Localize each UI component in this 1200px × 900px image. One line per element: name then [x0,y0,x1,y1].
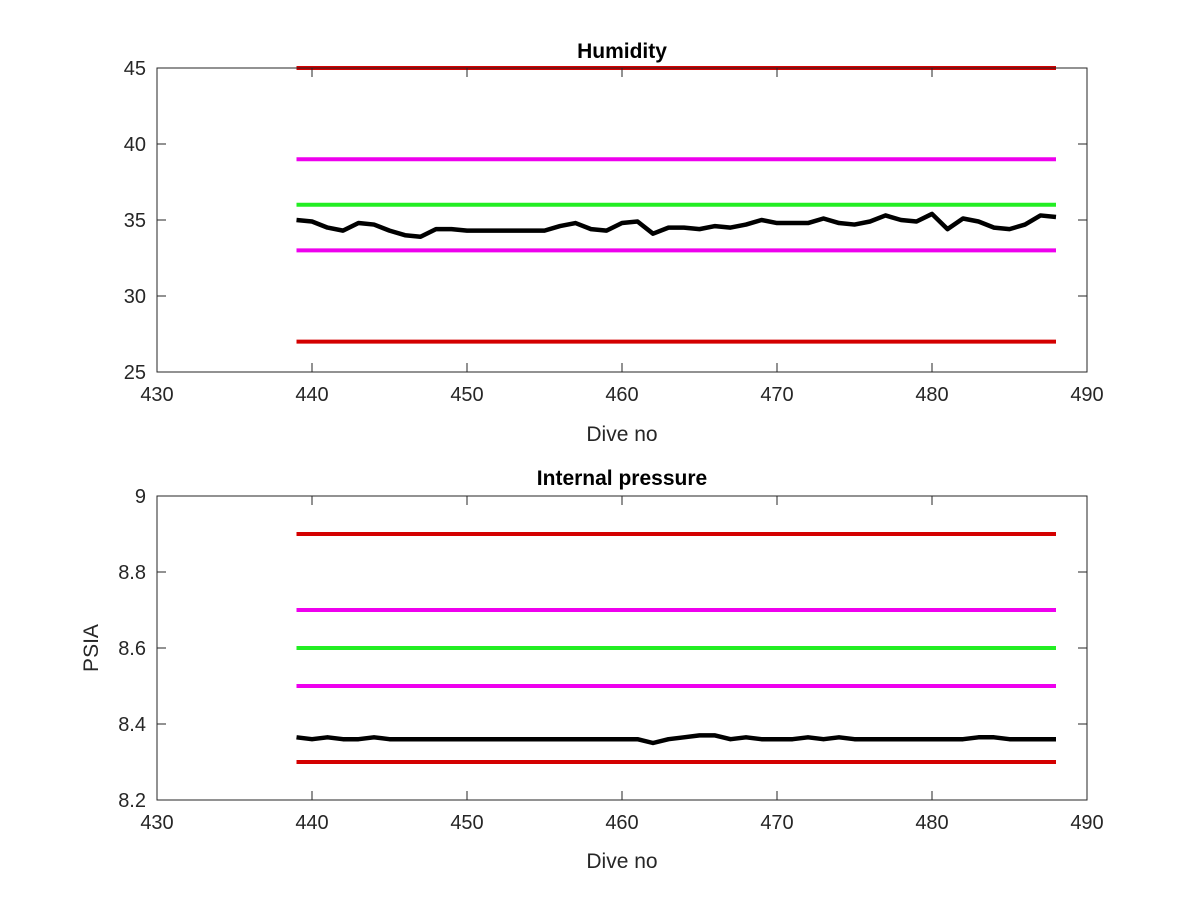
pressure-title: Internal pressure [537,467,707,490]
pressure-ytick-label-0: 8.2 [118,790,146,812]
pressure-xtick-label-5: 480 [915,812,948,834]
humidity-ticks: 430 440 450 460 470 480 490 25 30 35 40 45 [124,58,1104,406]
pressure-ytick-label-1: 8.4 [118,714,146,736]
pressure-xtick-label-0: 430 [140,812,173,834]
pressure-ytick-label-4: 9 [135,486,146,508]
pressure-ytick-label-3: 8.8 [118,562,146,584]
pressure-ytick-label-2: 8.6 [118,638,146,660]
pressure-xtick-label-1: 440 [295,812,328,834]
humidity-xtick-label-5: 480 [915,384,948,406]
pressure-ylabel: PSIA [80,624,103,672]
pressure-ticks: 430 440 450 460 470 480 490 8.2 8.4 8.6 8.8 9 [118,486,1104,834]
humidity-ytick-label-0: 25 [124,362,146,384]
humidity-title: Humidity [577,40,667,63]
humidity-ytick-label-2: 35 [124,210,146,232]
pressure-xlabel: Dive no [586,850,657,873]
humidity-ytick-label-3: 40 [124,134,146,156]
humidity-subplot: Humidity 430 440 450 460 470 480 490 25 30 35 40 45… [124,40,1104,446]
humidity-xtick-label-3: 460 [605,384,638,406]
humidity-xtick-label-1: 440 [295,384,328,406]
pressure-plot-area [296,532,1056,764]
humidity-xtick-label-2: 450 [450,384,483,406]
pressure-xtick-label-3: 460 [605,812,638,834]
pressure-subplot: Internal pressure 430 440 450 460 470 480 490 8… [80,467,1104,873]
pressure-xtick-label-4: 470 [760,812,793,834]
humidity-ytick-label-4: 45 [124,58,146,80]
humidity-xtick-label-6: 490 [1070,384,1103,406]
humidity-xlabel: Dive no [586,423,657,446]
pressure-series-line-5 [296,733,1056,746]
humidity-ytick-label-1: 30 [124,286,146,308]
pressure-xtick-label-6: 490 [1070,812,1103,834]
humidity-xtick-label-4: 470 [760,384,793,406]
pressure-xtick-label-2: 450 [450,812,483,834]
humidity-series-line-5 [296,211,1057,239]
humidity-xtick-label-0: 430 [140,384,173,406]
